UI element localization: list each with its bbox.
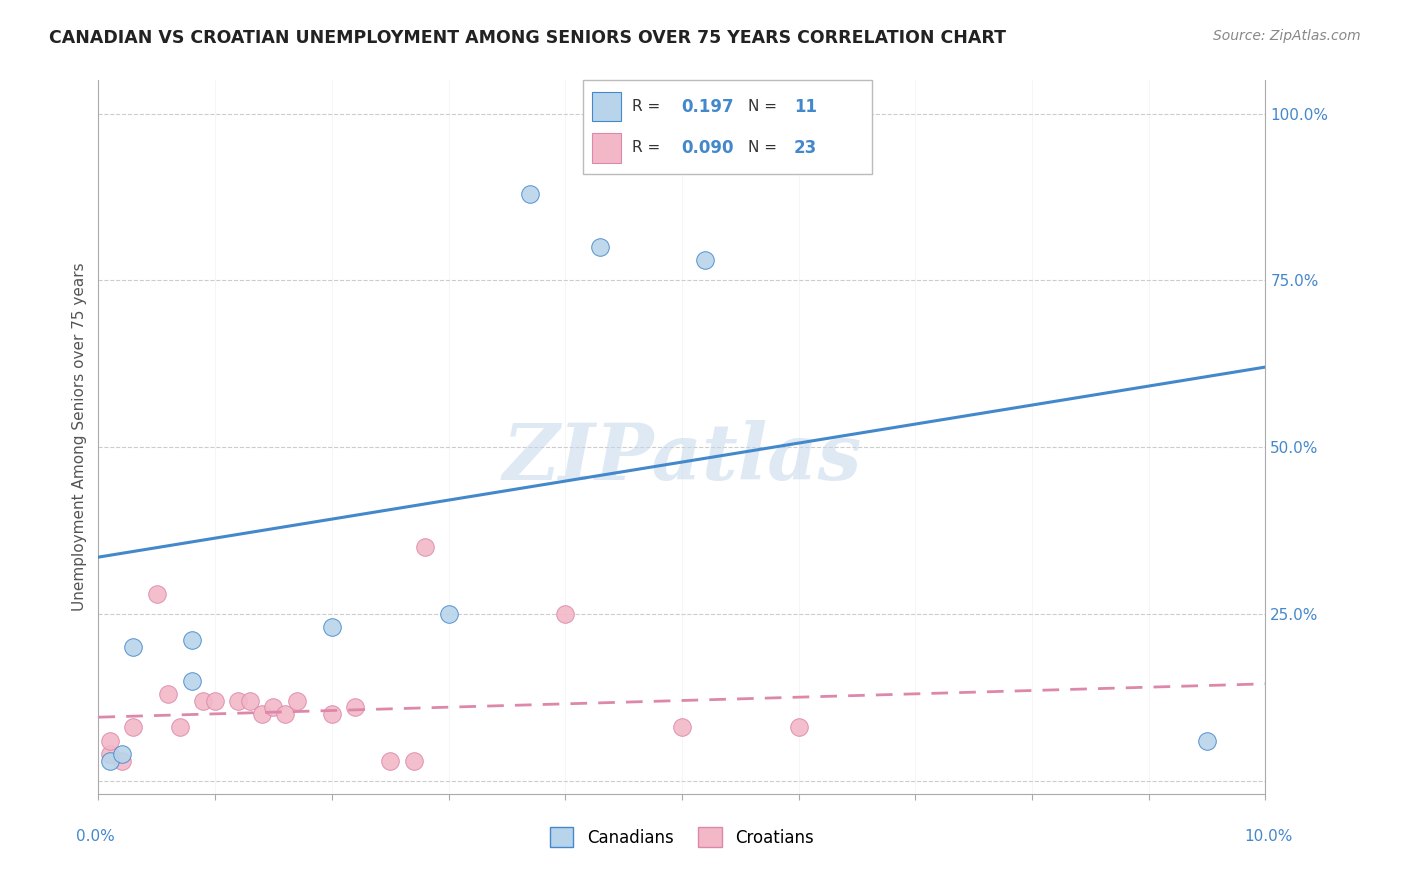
Point [228,693,250,707]
Legend: Canadians, Croatians: Canadians, Croatians [543,821,821,854]
Point [262,700,284,714]
Text: CANADIAN VS CROATIAN UNEMPLOYMENT AMONG SENIORS OVER 75 YEARS CORRELATION CHART: CANADIAN VS CROATIAN UNEMPLOYMENT AMONG … [49,29,1007,46]
Point [98,754,121,768]
Text: 11: 11 [794,97,817,115]
Point [695,253,717,268]
Point [413,540,436,554]
Point [122,720,145,734]
Point [787,720,810,734]
Point [380,754,402,768]
Point [285,693,308,707]
Point [180,633,202,648]
Y-axis label: Unemployment Among Seniors over 75 years: Unemployment Among Seniors over 75 years [72,263,87,611]
Text: N =: N = [748,140,782,155]
Point [321,620,343,634]
Point [402,754,425,768]
Text: R =: R = [633,99,665,114]
Point [98,733,121,747]
Point [157,687,180,701]
Point [180,673,202,688]
FancyBboxPatch shape [583,80,872,174]
Point [204,693,226,707]
Text: 23: 23 [794,139,817,157]
Point [589,240,612,254]
Point [437,607,460,621]
Point [193,693,215,707]
Text: R =: R = [633,140,665,155]
Point [1195,733,1218,747]
Point [111,754,134,768]
Text: 10.0%: 10.0% [1244,830,1292,844]
Text: 0.197: 0.197 [682,97,734,115]
Point [250,706,273,721]
Point [146,587,169,601]
Point [344,700,367,714]
FancyBboxPatch shape [592,133,621,162]
Point [122,640,145,655]
Text: 0.090: 0.090 [682,139,734,157]
Point [169,720,191,734]
Point [239,693,262,707]
FancyBboxPatch shape [592,92,621,121]
Text: ZIPatlas: ZIPatlas [502,420,862,497]
Text: 0.0%: 0.0% [76,830,115,844]
Point [111,747,134,761]
Point [519,186,541,201]
Point [671,720,693,734]
Point [554,607,576,621]
Point [98,747,121,761]
Point [321,706,343,721]
Text: Source: ZipAtlas.com: Source: ZipAtlas.com [1213,29,1361,43]
Text: N =: N = [748,99,782,114]
Point [274,706,297,721]
